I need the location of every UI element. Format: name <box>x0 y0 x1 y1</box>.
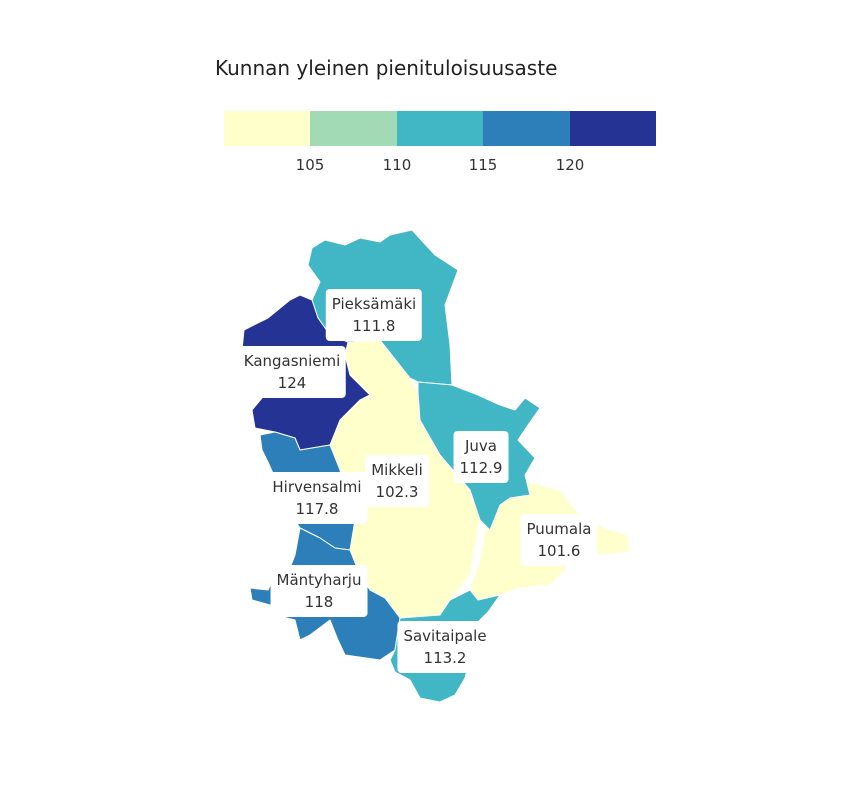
legend-tick-115: 115 <box>468 156 498 174</box>
municipality-value: 111.8 <box>352 317 396 335</box>
municipality-name: Juva <box>464 437 497 455</box>
municipality-name: Hirvensalmi <box>272 478 362 496</box>
municipality-name: Mikkeli <box>371 461 423 479</box>
municipality-name: Pieksämäki <box>331 295 417 313</box>
label-mantyharju: Mäntyharju 118 <box>270 565 368 617</box>
label-savitaipale: Savitaipale 113.2 <box>397 621 493 673</box>
label-hirvensalmi: Hirvensalmi 117.8 <box>266 472 368 524</box>
municipality-value: 118 <box>304 593 334 611</box>
legend-tick-120: 120 <box>555 156 585 174</box>
label-puumala: Puumala 101.6 <box>520 514 598 566</box>
municipality-value: 113.2 <box>423 649 467 667</box>
legend-bin-3 <box>396 111 484 146</box>
color-legend <box>224 111 657 146</box>
municipality-value: 117.8 <box>295 500 339 518</box>
municipality-name: Savitaipale <box>403 627 487 645</box>
legend-bin-5 <box>569 111 657 146</box>
label-kangasniemi: Kangasniemi 124 <box>237 346 347 398</box>
map-title: Kunnan yleinen pienituloisuusaste <box>215 56 558 80</box>
municipality-value: 124 <box>277 374 307 392</box>
municipality-name: Puumala <box>526 520 592 538</box>
legend-bin-2 <box>310 111 397 146</box>
municipality-name: Mäntyharju <box>276 571 362 589</box>
label-pieksamaki: Pieksämäki 111.8 <box>325 289 423 341</box>
label-juva: Juva 112.9 <box>453 431 509 483</box>
municipality-name: Kangasniemi <box>243 352 341 370</box>
legend-bin-4 <box>483 111 570 146</box>
label-mikkeli: Mikkeli 102.3 <box>365 455 429 507</box>
legend-bin-1 <box>224 111 311 146</box>
municipality-value: 112.9 <box>459 459 503 477</box>
municipality-value: 101.6 <box>537 542 581 560</box>
legend-tick-105: 105 <box>295 156 325 174</box>
legend-tick-110: 110 <box>382 156 412 174</box>
municipality-value: 102.3 <box>375 483 419 501</box>
